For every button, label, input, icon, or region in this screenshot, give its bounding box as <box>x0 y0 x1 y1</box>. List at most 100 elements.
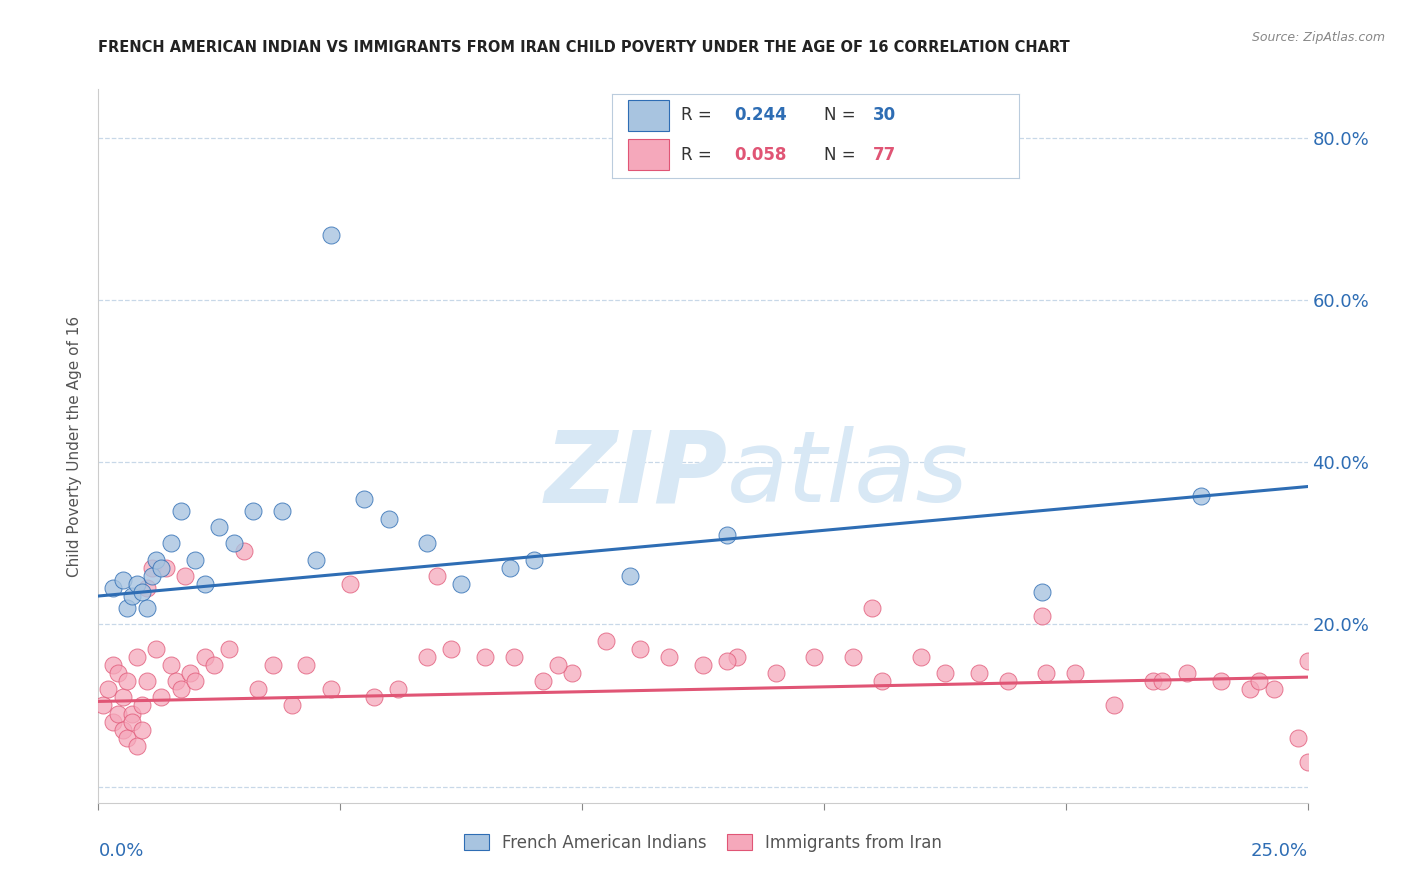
Point <box>619 568 641 582</box>
Point <box>547 657 569 672</box>
Text: 25.0%: 25.0% <box>1250 842 1308 860</box>
Point <box>111 573 134 587</box>
Point <box>1064 666 1087 681</box>
Point <box>1152 674 1174 689</box>
Text: 0.058: 0.058 <box>734 145 786 163</box>
Point <box>997 674 1019 689</box>
Point <box>169 682 191 697</box>
Point <box>242 504 264 518</box>
Point <box>121 706 143 721</box>
Point <box>107 706 129 721</box>
Point <box>111 690 134 705</box>
Point <box>842 649 865 664</box>
Point <box>934 666 956 681</box>
Point <box>1142 674 1164 689</box>
Point <box>1296 756 1319 770</box>
Point <box>658 649 681 664</box>
Point <box>127 649 149 664</box>
Point <box>474 649 496 664</box>
Point <box>1239 682 1261 697</box>
Point <box>179 666 201 681</box>
Point <box>319 228 342 243</box>
Point <box>121 589 143 603</box>
Point <box>160 536 183 550</box>
Point <box>416 536 439 550</box>
Point <box>628 641 651 656</box>
Point <box>135 601 157 615</box>
Point <box>339 577 361 591</box>
Point <box>1263 682 1285 697</box>
Point <box>141 568 163 582</box>
Text: 0.244: 0.244 <box>734 106 787 124</box>
Bar <box>628 101 669 131</box>
Point <box>111 723 134 737</box>
Point <box>363 690 385 705</box>
Point <box>160 657 183 672</box>
Point <box>765 666 787 681</box>
Point <box>155 560 177 574</box>
Text: N =: N = <box>824 106 860 124</box>
Text: Source: ZipAtlas.com: Source: ZipAtlas.com <box>1251 31 1385 45</box>
Point <box>716 654 738 668</box>
Point <box>1102 698 1125 713</box>
Point <box>281 698 304 713</box>
Text: atlas: atlas <box>727 426 969 523</box>
Point <box>262 657 284 672</box>
Point <box>440 641 463 656</box>
Point <box>1209 674 1232 689</box>
Point <box>91 698 114 713</box>
Point <box>184 674 207 689</box>
Text: N =: N = <box>824 145 860 163</box>
Bar <box>628 139 669 169</box>
Point <box>204 657 226 672</box>
Point <box>247 682 270 697</box>
Point <box>387 682 409 697</box>
Point <box>1031 609 1053 624</box>
Point <box>498 560 520 574</box>
Text: 0.0%: 0.0% <box>98 842 143 860</box>
Text: 77: 77 <box>873 145 896 163</box>
Point <box>145 641 167 656</box>
Point <box>97 682 120 697</box>
Point <box>716 528 738 542</box>
Text: R =: R = <box>681 145 717 163</box>
Point <box>295 657 318 672</box>
Point <box>117 674 139 689</box>
Point <box>131 723 153 737</box>
Point <box>1031 585 1053 599</box>
Point <box>1286 731 1309 745</box>
Point <box>426 568 449 582</box>
Point <box>692 657 714 672</box>
Point <box>101 657 124 672</box>
Point <box>595 633 617 648</box>
Point <box>523 552 546 566</box>
Point <box>503 649 526 664</box>
Legend: French American Indians, Immigrants from Iran: French American Indians, Immigrants from… <box>457 828 949 859</box>
Point <box>194 577 217 591</box>
Point <box>121 714 143 729</box>
Point <box>910 649 932 664</box>
Point <box>107 666 129 681</box>
Point <box>531 674 554 689</box>
Point <box>150 560 173 574</box>
Point <box>169 504 191 518</box>
Point <box>561 666 583 681</box>
Point <box>184 552 207 566</box>
Point <box>208 520 231 534</box>
Point <box>101 714 124 729</box>
Text: ZIP: ZIP <box>544 426 727 523</box>
Point <box>1175 666 1198 681</box>
Point <box>117 731 139 745</box>
Point <box>165 674 187 689</box>
Point <box>416 649 439 664</box>
Point <box>725 649 748 664</box>
Point <box>1296 654 1319 668</box>
Point <box>222 536 245 550</box>
Point <box>271 504 294 518</box>
Point <box>803 649 825 664</box>
Point <box>232 544 254 558</box>
Point <box>1189 489 1212 503</box>
Point <box>127 577 149 591</box>
Point <box>174 568 197 582</box>
Y-axis label: Child Poverty Under the Age of 16: Child Poverty Under the Age of 16 <box>67 316 83 576</box>
